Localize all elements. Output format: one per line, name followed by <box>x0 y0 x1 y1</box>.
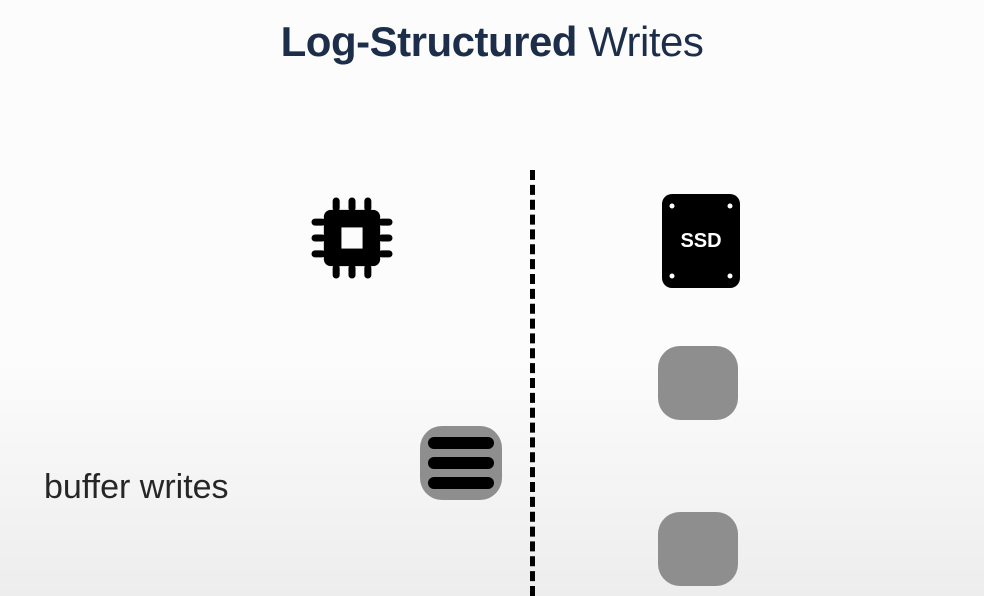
buffer-line <box>428 477 494 489</box>
data-block-1 <box>658 346 738 420</box>
buffer-lines <box>420 426 502 500</box>
ssd-label: SSD <box>662 194 740 288</box>
buffer-line <box>428 437 494 449</box>
data-block-2 <box>658 512 738 586</box>
title-bold: Log-Structured <box>281 18 577 65</box>
write-buffer-icon <box>420 426 502 500</box>
title-light: Writes <box>577 18 703 65</box>
cpu-icon <box>308 194 396 282</box>
buffer-line <box>428 457 494 469</box>
buffer-writes-label: buffer writes <box>44 468 229 507</box>
slide-title: Log-Structured Writes <box>0 18 984 66</box>
vertical-divider <box>530 170 535 596</box>
ssd-icon: SSD <box>662 194 740 288</box>
